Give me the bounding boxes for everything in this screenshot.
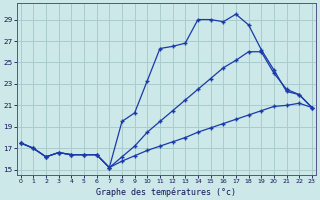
X-axis label: Graphe des températures (°c): Graphe des températures (°c) [96,187,236,197]
